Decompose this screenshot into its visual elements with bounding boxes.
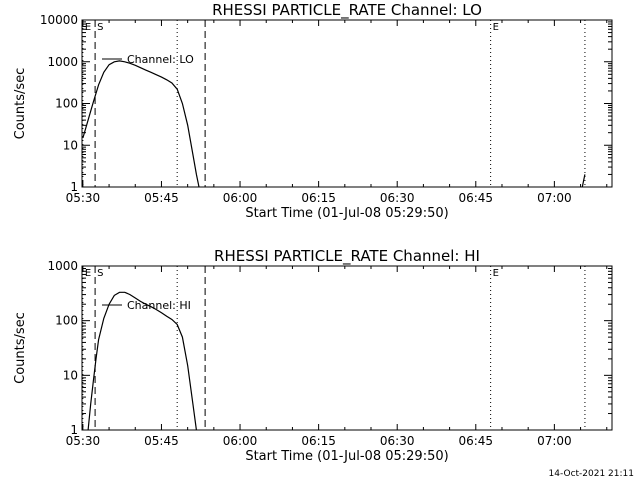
panel-lo: RHESSI PARTICLE_RATE Channel: LO 05:30 05:… xyxy=(13,1,613,221)
x-tick-label: 07:00 xyxy=(537,434,572,448)
x-tick-label: 05:30 xyxy=(66,434,101,448)
y-tick-label: 10 xyxy=(63,138,78,152)
y-tick-label: 100 xyxy=(55,97,78,111)
legend-label: Channel: HI xyxy=(127,299,191,312)
event-marker-label: S xyxy=(97,268,103,279)
y-tick-label: 10000 xyxy=(40,13,78,27)
x-tick-label: 06:30 xyxy=(380,434,415,448)
x-tick-label: 05:30 xyxy=(66,191,101,205)
plot-frame xyxy=(81,19,613,188)
y-tick-label: 1000 xyxy=(47,259,78,273)
data-series-line xyxy=(82,60,200,188)
event-marker-label: E xyxy=(85,268,91,279)
event-marker-label: S xyxy=(97,22,103,33)
y-axis-label: Counts/sec xyxy=(13,312,28,384)
event-marker-label: E xyxy=(85,22,91,33)
x-tick-label: 07:00 xyxy=(537,191,572,205)
x-tick-label: 06:15 xyxy=(301,191,336,205)
x-axis-label: Start Time (01-Jul-08 05:29:50) xyxy=(245,206,448,221)
x-tick-label: 06:15 xyxy=(301,434,336,448)
y-axis-label: Counts/sec xyxy=(13,68,28,140)
x-tick-label: 05:45 xyxy=(144,434,179,448)
x-tick-label: 06:30 xyxy=(380,191,415,205)
chart-title: RHESSI PARTICLE_RATE Channel: LO xyxy=(212,1,482,20)
legend-label: Channel: LO xyxy=(127,53,194,66)
y-tick-label: 1 xyxy=(70,180,78,194)
y-tick-label: 1 xyxy=(70,423,78,437)
y-tick-label: 10 xyxy=(63,368,78,382)
data-series-line xyxy=(87,291,197,431)
x-tick-label: 06:00 xyxy=(223,434,258,448)
x-tick-label: 06:00 xyxy=(223,191,258,205)
event-marker-label: E xyxy=(493,22,499,33)
x-tick-label: 06:45 xyxy=(458,191,493,205)
x-axis-label: Start Time (01-Jul-08 05:29:50) xyxy=(245,449,448,464)
data-series-line xyxy=(581,174,586,188)
footer-timestamp: 14-Oct-2021 21:11 xyxy=(549,469,634,479)
plot-frame xyxy=(81,265,613,431)
y-tick-label: 100 xyxy=(55,314,78,328)
y-tick-label: 1000 xyxy=(47,55,78,69)
event-marker-label: E xyxy=(493,268,499,279)
x-tick-label: 06:45 xyxy=(458,434,493,448)
x-tick-label: 05:45 xyxy=(144,191,179,205)
chart-title: RHESSI PARTICLE_RATE Channel: HI xyxy=(214,247,480,266)
panel-hi: RHESSI PARTICLE_RATE Channel: HI 05:30 05:… xyxy=(13,247,613,464)
